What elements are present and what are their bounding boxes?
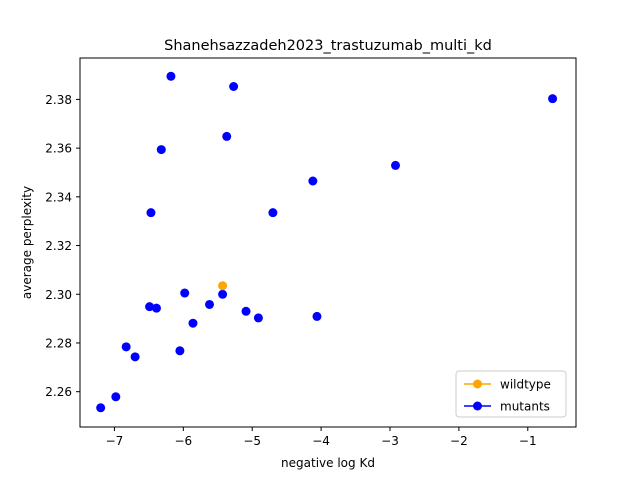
mutants-point-12 (145, 302, 155, 312)
y-tick-label: 2.34 (45, 190, 72, 204)
legend-label-mutants: mutants (500, 400, 550, 414)
mutants-point-8 (268, 208, 278, 218)
mutants-point-5 (391, 160, 401, 170)
mutants-point-10 (218, 289, 228, 299)
mutants-point-9 (180, 288, 190, 298)
x-tick-label: −7 (106, 434, 124, 448)
mutants-point-7 (146, 208, 156, 218)
chart-title: Shanehsazzadeh2023_trastuzumab_multi_kd (164, 38, 492, 54)
y-axis: 2.26 2.28 2.30 2.32 2.34 2.36 2.38 (45, 93, 80, 399)
mutants-point-18 (121, 342, 131, 352)
mutants-point-3 (222, 131, 232, 141)
y-tick-label: 2.30 (45, 288, 72, 302)
mutants-point-2 (548, 94, 558, 104)
mutants-point-22 (96, 403, 106, 413)
mutants-point-13 (151, 303, 161, 313)
y-tick-label: 2.28 (45, 336, 72, 350)
legend-marker-wildtype (473, 379, 482, 389)
mutants-point-21 (111, 392, 121, 402)
x-axis: −7 −6 −5 −4 −3 −2 −1 (106, 427, 537, 448)
y-tick-label: 2.26 (45, 385, 72, 399)
mutants-point-4 (156, 145, 166, 155)
mutants-point-15 (312, 311, 322, 321)
mutants-point-20 (130, 352, 140, 362)
plot-frame (79, 57, 577, 428)
legend-marker-mutants (473, 401, 482, 411)
x-tick-label: −6 (174, 434, 192, 448)
x-tick-label: −4 (312, 434, 330, 448)
y-tick-label: 2.36 (45, 142, 72, 156)
mutants-point-17 (188, 318, 198, 328)
x-axis-label: negative log Kd (281, 456, 375, 470)
y-tick-label: 2.38 (45, 93, 72, 107)
legend-label-wildtype: wildtype (500, 378, 551, 392)
mutants-point-11 (205, 299, 215, 309)
wildtype-point-0 (218, 281, 228, 291)
mutants-point-14 (241, 306, 251, 316)
mutants-point-19 (175, 346, 185, 356)
mutants-point-1 (229, 81, 239, 91)
mutants-point-6 (308, 176, 318, 186)
x-tick-label: −5 (243, 434, 261, 448)
mutants-point-0 (166, 71, 176, 81)
x-tick-label: −1 (519, 434, 537, 448)
data-points (96, 71, 558, 413)
y-tick-label: 2.32 (45, 239, 72, 253)
x-tick-label: −3 (381, 434, 399, 448)
mutants-point-16 (253, 313, 263, 323)
x-tick-label: −2 (450, 434, 468, 448)
y-axis-label: average perplexity (20, 186, 34, 299)
legend: wildtype mutants (455, 370, 567, 418)
